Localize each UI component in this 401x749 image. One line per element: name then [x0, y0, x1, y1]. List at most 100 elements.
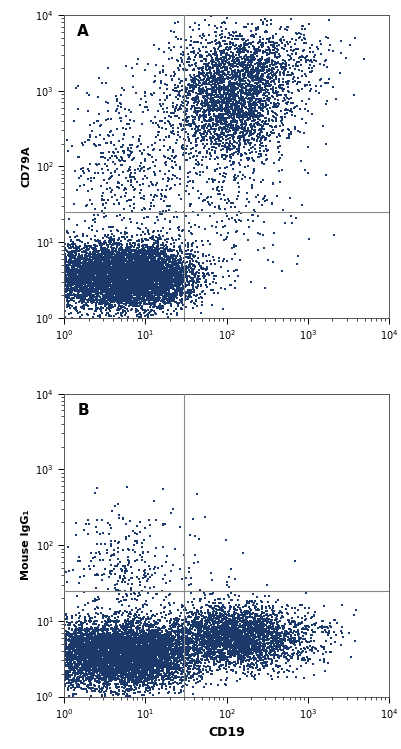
Point — [84, 631, 91, 643]
Point — [129, 655, 136, 667]
Point — [130, 640, 136, 652]
Point — [122, 296, 129, 308]
Point — [203, 616, 209, 628]
Point — [199, 257, 206, 269]
Point — [248, 595, 255, 607]
Point — [113, 265, 119, 277]
Point — [235, 90, 241, 102]
Point — [192, 261, 198, 273]
Point — [131, 662, 137, 674]
Point — [120, 253, 126, 265]
Point — [131, 241, 137, 253]
Point — [116, 607, 123, 619]
Point — [93, 264, 99, 276]
Point — [121, 274, 127, 286]
Point — [106, 661, 113, 673]
Point — [239, 612, 245, 624]
Point — [129, 298, 135, 310]
Point — [237, 643, 243, 655]
Point — [144, 255, 151, 267]
Point — [151, 263, 157, 275]
Point — [177, 649, 184, 661]
Point — [236, 213, 242, 225]
Point — [114, 642, 121, 654]
Point — [96, 258, 103, 270]
Point — [127, 661, 133, 673]
Point — [114, 627, 121, 639]
Point — [94, 649, 100, 661]
Point — [152, 272, 158, 284]
Point — [245, 213, 251, 225]
Point — [156, 252, 163, 264]
Point — [226, 618, 233, 630]
Point — [115, 260, 122, 272]
Point — [125, 249, 132, 261]
Point — [152, 643, 159, 655]
Point — [255, 630, 262, 642]
Point — [122, 155, 128, 167]
Point — [273, 614, 279, 626]
Point — [68, 260, 75, 272]
Point — [154, 288, 160, 300]
Point — [146, 262, 152, 274]
Point — [114, 658, 120, 670]
Point — [288, 128, 294, 140]
Point — [228, 82, 235, 94]
Point — [127, 260, 133, 272]
Point — [105, 636, 111, 648]
Point — [105, 613, 112, 625]
Point — [220, 625, 226, 637]
Point — [231, 110, 238, 122]
Point — [65, 213, 72, 225]
Point — [176, 283, 182, 295]
Point — [88, 267, 95, 279]
Point — [226, 640, 232, 652]
Point — [155, 650, 162, 662]
Point — [198, 606, 205, 618]
Point — [128, 259, 134, 271]
Point — [111, 648, 118, 660]
Point — [113, 270, 119, 282]
Point — [135, 269, 141, 281]
Point — [77, 654, 83, 666]
Point — [250, 64, 256, 76]
Point — [222, 638, 229, 650]
Point — [82, 649, 89, 661]
Point — [225, 73, 231, 85]
Point — [272, 643, 279, 655]
Point — [150, 287, 156, 299]
Point — [161, 643, 167, 655]
Point — [134, 276, 140, 288]
Point — [164, 273, 170, 285]
Point — [102, 298, 108, 310]
Point — [228, 86, 235, 98]
Point — [189, 142, 196, 154]
Point — [104, 184, 110, 195]
Point — [102, 666, 108, 678]
Point — [121, 655, 127, 667]
Point — [99, 167, 106, 179]
Point — [202, 112, 208, 124]
Point — [253, 70, 260, 82]
Point — [265, 634, 271, 646]
Point — [106, 636, 113, 648]
Point — [162, 270, 168, 282]
Point — [138, 276, 144, 288]
Point — [81, 261, 87, 273]
Point — [103, 652, 110, 664]
Point — [168, 256, 174, 268]
Point — [84, 643, 91, 655]
Point — [185, 131, 191, 143]
Point — [195, 633, 201, 645]
Point — [226, 616, 233, 628]
Point — [226, 43, 233, 55]
Point — [119, 623, 126, 635]
Point — [159, 640, 165, 652]
Point — [254, 641, 260, 653]
Point — [147, 261, 154, 273]
Point — [126, 273, 132, 285]
Point — [273, 112, 279, 124]
Point — [304, 49, 310, 61]
Point — [203, 87, 210, 99]
Point — [205, 191, 212, 203]
